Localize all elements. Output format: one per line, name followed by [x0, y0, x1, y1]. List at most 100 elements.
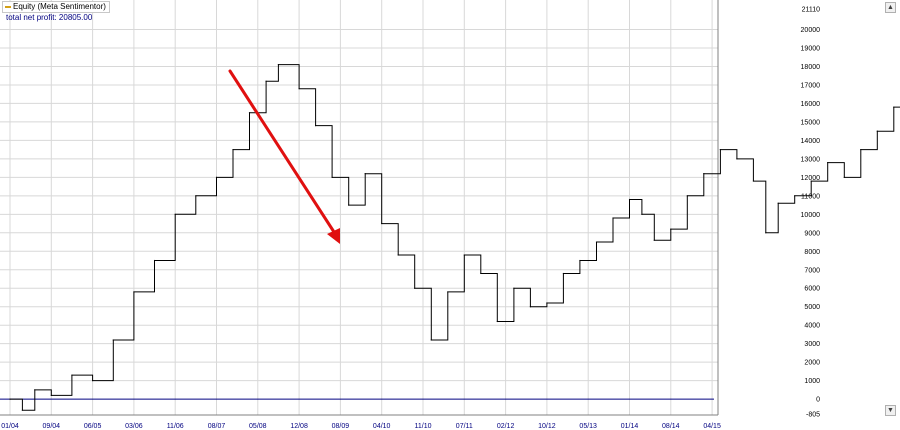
grid-layer — [0, 0, 718, 415]
equity-point — [348, 204, 350, 206]
equity-point — [843, 176, 845, 178]
y-tick-label: 6000 — [804, 286, 820, 293]
y-tick-label: 2000 — [804, 360, 820, 367]
y-tick-label: 7000 — [804, 267, 820, 274]
x-tick-label: 07/11 — [456, 423, 473, 430]
y-tick-label: 4000 — [804, 323, 820, 330]
equity-point — [112, 339, 114, 341]
y-tick-label: 15000 — [801, 119, 821, 126]
equity-point — [480, 272, 482, 275]
equity-point — [92, 380, 94, 382]
equity-point — [777, 202, 779, 204]
x-tick-label: 04/10 — [373, 423, 391, 430]
scroll-down-button[interactable]: ▼ — [885, 405, 896, 416]
equity-point — [513, 287, 515, 289]
y-tick-label: 11000 — [801, 193, 820, 200]
legend-swatch — [5, 6, 11, 8]
equity-point — [195, 195, 197, 197]
equity-point — [810, 180, 812, 182]
equity-point — [397, 254, 399, 256]
equity-point — [529, 306, 531, 308]
equity-point — [71, 374, 73, 376]
equity-point — [686, 195, 688, 197]
x-tick-label: 08/09 — [332, 423, 350, 430]
x-tick-label: 05/08 — [249, 423, 267, 430]
equity-point — [765, 232, 767, 234]
x-tick-label: 06/05 — [84, 423, 102, 430]
equity-point — [719, 149, 721, 151]
equity-point — [21, 409, 23, 411]
equity-point — [860, 149, 862, 151]
x-tick-label: 11/10 — [415, 423, 432, 430]
equity-point — [641, 213, 643, 215]
net-profit-text: total net profit: 20805.00 — [6, 13, 93, 22]
y-tick-label: 5000 — [804, 304, 820, 311]
y-tick-label: 10000 — [801, 212, 821, 219]
x-tick-labels: 01/04 09/04 06/05 03/06 11/06 08/07 05/08 12/08… — [1, 423, 721, 430]
y-tick-label: 8000 — [804, 249, 820, 256]
x-tick-label: 05/13 — [579, 423, 597, 430]
equity-point — [703, 173, 705, 175]
equity-point — [752, 180, 755, 182]
equity-point — [9, 398, 11, 400]
equity-point — [430, 339, 432, 341]
equity-point — [612, 217, 614, 219]
arrow-head — [327, 228, 340, 244]
legend: Equity (Meta Sentimentor) — [2, 1, 110, 13]
equity-point — [315, 125, 317, 127]
equity-point — [546, 302, 548, 304]
equity-point — [364, 173, 366, 175]
scroll-up-button[interactable]: ▲ — [885, 2, 896, 13]
legend-label: Equity (Meta Sentimentor) — [13, 2, 106, 11]
x-tick-label: 01/14 — [621, 423, 639, 430]
equity-point — [153, 259, 156, 262]
x-tick-label: 11/06 — [167, 423, 184, 430]
equity-point — [331, 176, 333, 178]
equity-point — [298, 88, 300, 90]
y-tick-label: 18000 — [801, 64, 821, 71]
equity-point — [50, 394, 52, 397]
equity-series-line — [10, 64, 900, 411]
equity-point — [794, 195, 796, 197]
y-tick-label: 19000 — [801, 45, 821, 52]
equity-point — [174, 213, 176, 215]
y-tick-label: 14000 — [801, 138, 821, 145]
y-tick-label: 3000 — [804, 341, 820, 348]
x-tick-label: 03/06 — [125, 423, 143, 430]
equity-point — [463, 254, 465, 256]
x-tick-label: 04/15 — [703, 423, 721, 430]
equity-point — [133, 291, 135, 293]
y-tick-label: 20000 — [801, 27, 821, 34]
equity-point — [215, 176, 218, 178]
x-tick-label: 08/07 — [208, 423, 226, 430]
y-tick-label: 21110 — [802, 7, 821, 14]
equity-point — [736, 158, 738, 160]
y-tick-labels: -805 0 1000 2000 3000 4000 5000 6000 7000 8000 900… — [801, 7, 821, 419]
equity-point — [595, 241, 598, 243]
equity-point — [876, 130, 878, 132]
y-tick-label: 9000 — [804, 230, 820, 237]
equity-point — [232, 149, 234, 151]
series-layer — [9, 64, 900, 411]
equity-point — [653, 239, 655, 241]
y-tick-label: 13000 — [801, 156, 821, 163]
x-tick-label: 01/04 — [1, 423, 19, 430]
equity-point — [265, 80, 267, 82]
equity-point — [381, 222, 383, 225]
equity-point — [496, 320, 498, 323]
equity-point — [447, 291, 449, 293]
x-tick-label: 08/14 — [662, 423, 680, 430]
y-tick-label: 12000 — [801, 175, 821, 182]
y-tick-label: 0 — [816, 397, 820, 404]
equity-point — [670, 228, 672, 230]
y-tick-label: 16000 — [801, 101, 821, 108]
equity-point — [277, 64, 280, 66]
annotation-arrow — [228, 69, 340, 244]
x-tick-label: 10/12 — [538, 423, 556, 430]
equity-point — [628, 198, 631, 201]
x-tick-label: 09/04 — [43, 423, 61, 430]
equity-point — [893, 106, 895, 108]
axis-layer — [0, 0, 719, 416]
equity-point — [248, 112, 251, 114]
